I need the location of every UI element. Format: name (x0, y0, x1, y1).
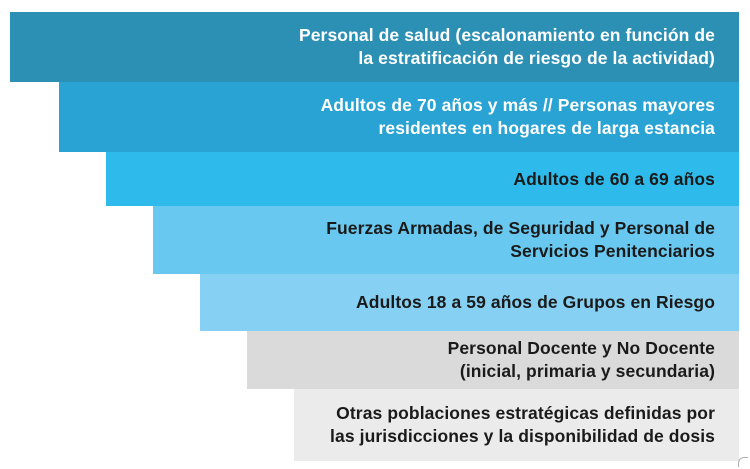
step-armed-forces-security: Fuerzas Armadas, de Seguridad y Personal… (153, 206, 739, 274)
step-label-line: (inicial, primaria y secundaria) (459, 361, 715, 381)
step-label-line: Servicios Penitenciarios (510, 241, 715, 261)
step-adults-70-plus: Adultos de 70 años y más // Personas may… (59, 82, 739, 152)
step-label-line: la estratificación de riesgo de la activ… (358, 48, 715, 68)
step-label-line: las jurisdicciones y la disponibilidad d… (330, 426, 715, 446)
step-label-line: Fuerzas Armadas, de Seguridad y Personal… (326, 218, 715, 238)
step-adults-60-69: Adultos de 60 a 69 años (106, 152, 739, 206)
step-other-strategic-populations: Otras poblaciones estratégicas definidas… (294, 389, 739, 461)
step-label-line: Adultos de 60 a 69 años (513, 168, 715, 189)
corner-bracket-icon (738, 457, 748, 467)
step-label-line: residentes en hogares de larga estancia (378, 118, 715, 138)
step-adults-18-59-risk: Adultos 18 a 59 años de Grupos en Riesgo (200, 274, 739, 331)
step-teaching-staff: Personal Docente y No Docente (inicial, … (247, 331, 739, 389)
step-label-line: Personal Docente y No Docente (447, 338, 715, 358)
step-label-line: Otras poblaciones estratégicas definidas… (336, 403, 715, 423)
step-health-personnel: Personal de salud (escalonamiento en fun… (10, 12, 739, 82)
step-label-line: Adultos de 70 años y más // Personas may… (320, 95, 715, 115)
step-label-line: Adultos 18 a 59 años de Grupos en Riesgo (356, 292, 715, 312)
step-label-line: Personal de salud (escalonamiento en fun… (298, 25, 715, 45)
